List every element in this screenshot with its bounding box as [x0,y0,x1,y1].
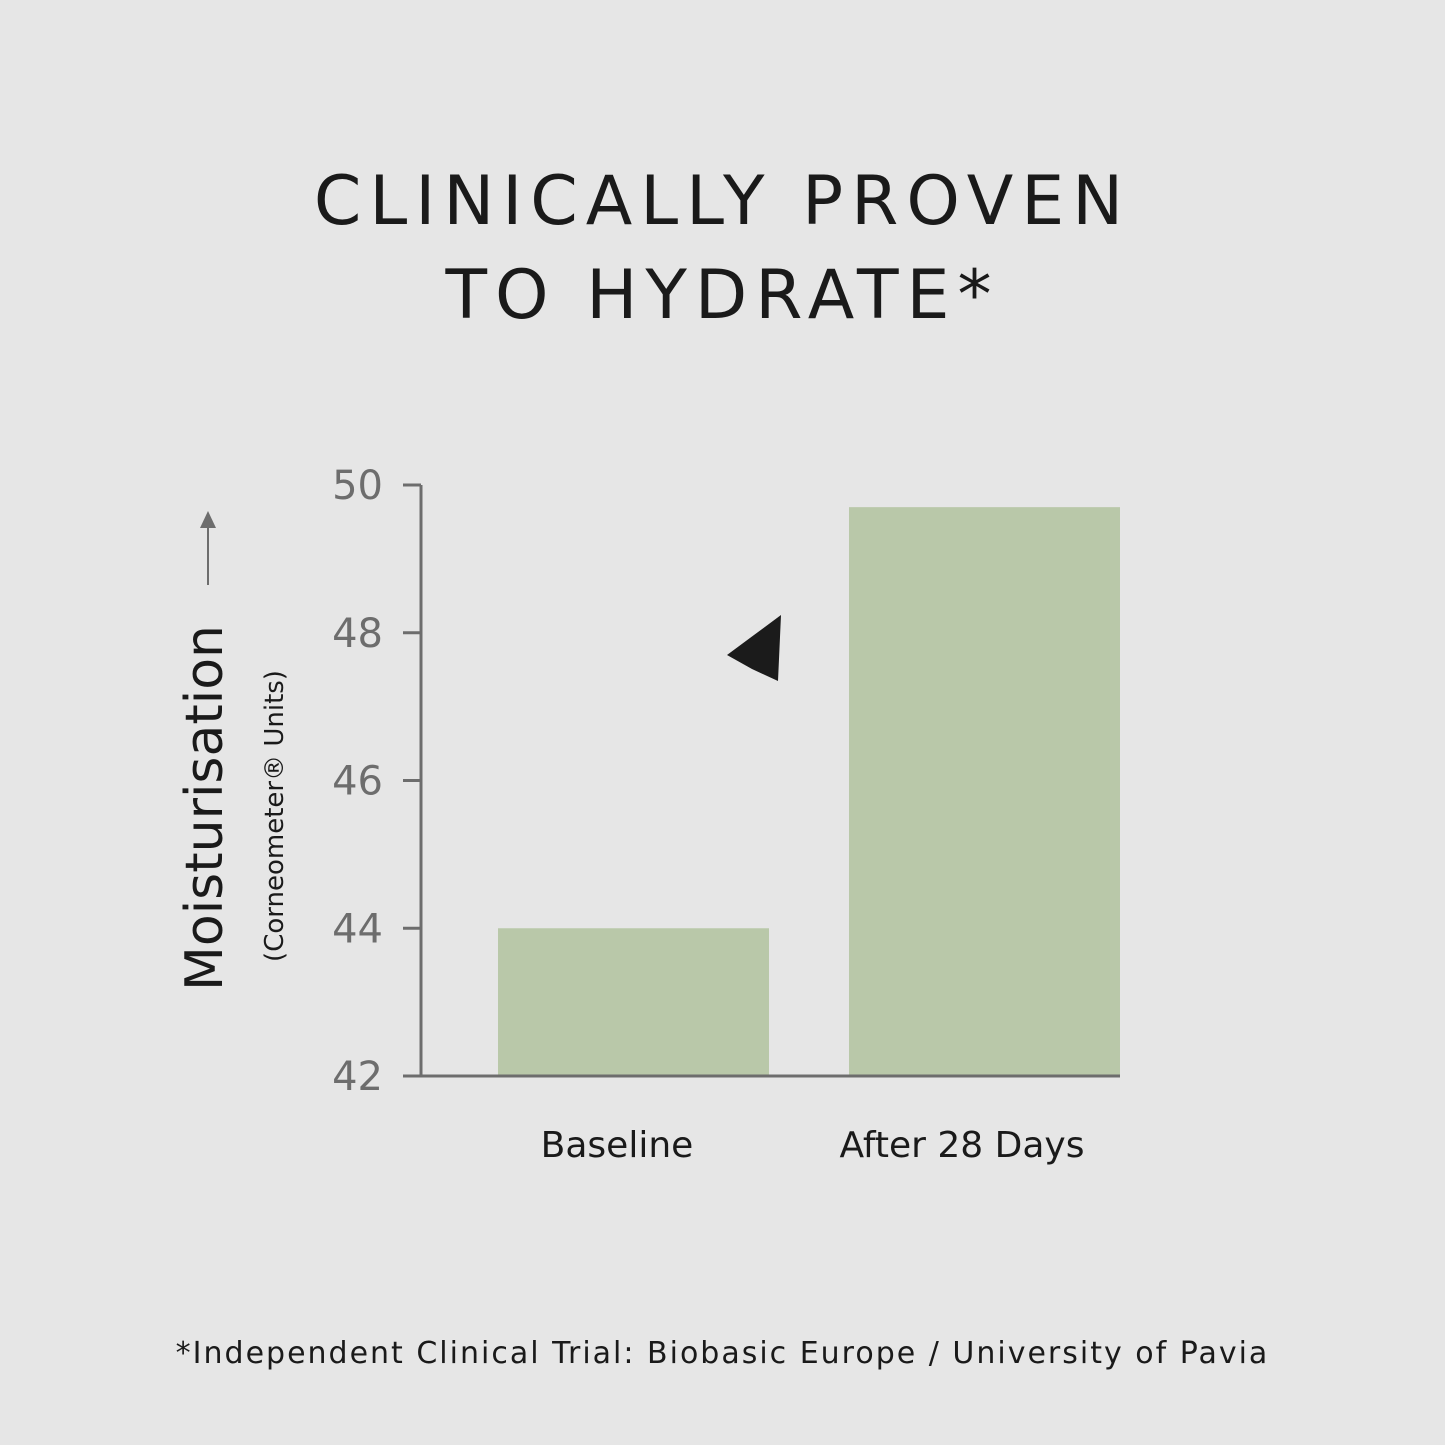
y-axis-ticks: 42 44 46 48 50 [332,463,421,1100]
trend-arrow-icon [616,615,781,896]
x-category-label: Baseline [541,1125,694,1166]
y-axis-title-group: Moisturisation (Corneometer® Units) [175,511,290,991]
y-tick-label: 48 [332,611,383,657]
bars [498,507,1120,1077]
y-axis-label: Moisturisation [175,625,235,991]
y-tick-label: 46 [332,759,383,805]
bar-after-28-days [849,507,1120,1077]
y-tick-label: 50 [332,463,383,509]
bar-baseline [498,928,769,1076]
footnote: *Independent Clinical Trial: Biobasic Eu… [175,1336,1270,1371]
y-axis-direction-arrow-icon [200,511,216,585]
y-tick-label: 42 [332,1054,383,1100]
chart-title-line-2: TO HYDRATE* [445,256,1000,335]
x-axis-labels: Baseline After 28 Days [541,1125,1085,1166]
y-tick-label: 44 [332,906,383,952]
x-category-label: After 28 Days [840,1125,1085,1166]
y-axis-sublabel: (Corneometer® Units) [260,670,290,962]
chart-title-line-1: CLINICALLY PROVEN [313,162,1132,241]
